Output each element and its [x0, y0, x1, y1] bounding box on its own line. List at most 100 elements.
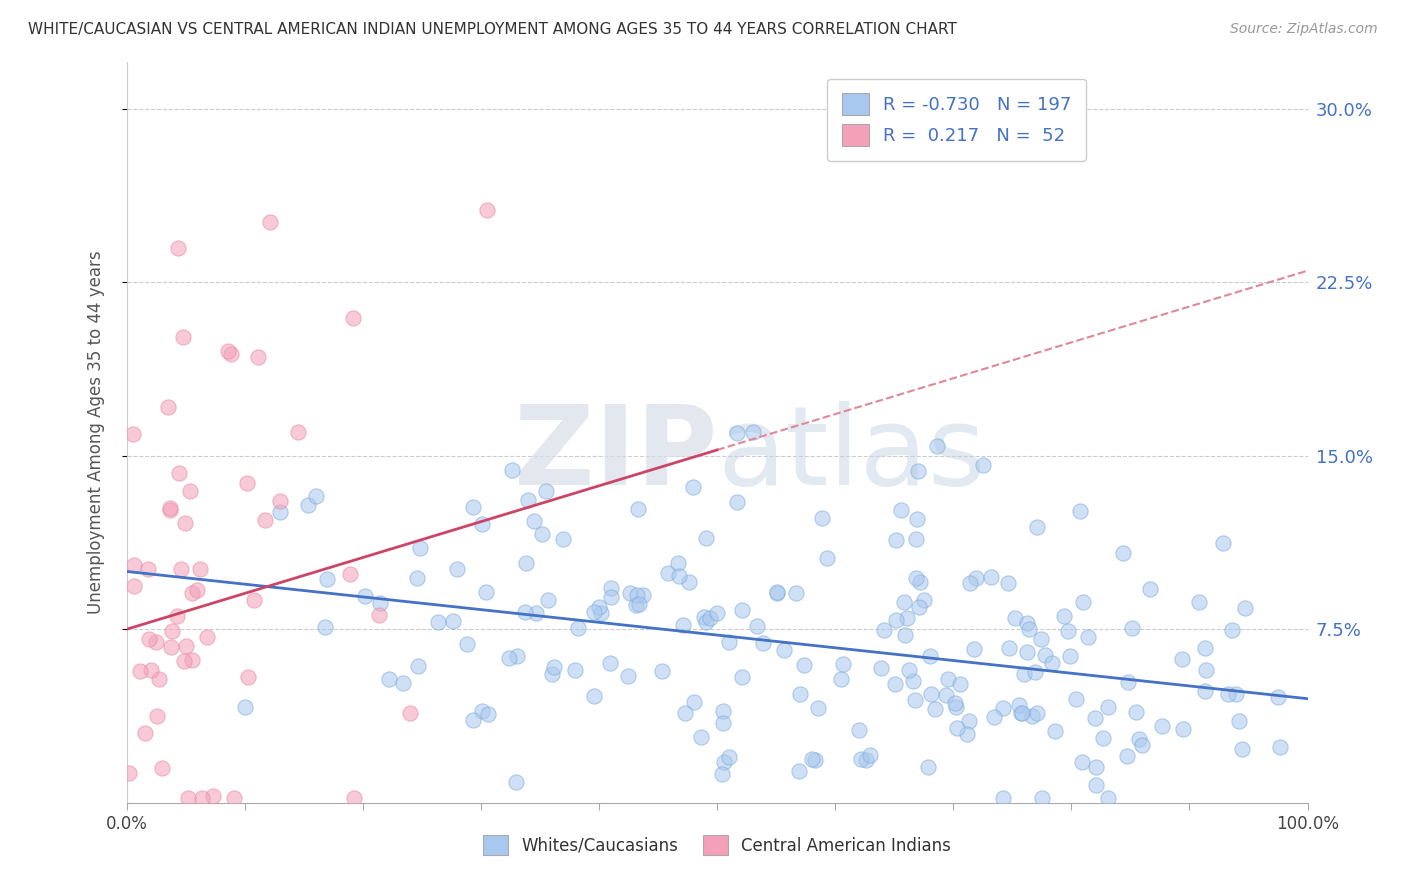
Point: [695, 531, 717, 545]
Point: [1084, 778, 1107, 792]
Point: [166, 609, 188, 624]
Point: [287, 425, 309, 440]
Point: [122, 427, 145, 442]
Point: [1004, 611, 1026, 625]
Point: [145, 634, 167, 648]
Point: [1125, 705, 1147, 719]
Point: [1066, 691, 1088, 706]
Point: [150, 761, 173, 775]
Point: [540, 667, 562, 681]
Point: [202, 789, 225, 804]
Point: [690, 730, 713, 744]
Point: [269, 505, 291, 519]
Point: [141, 664, 163, 678]
Point: [713, 704, 735, 718]
Point: [699, 611, 721, 625]
Point: [713, 716, 735, 731]
Legend: Whites/Caucasians, Central American Indians: Whites/Caucasians, Central American Indi…: [470, 822, 965, 869]
Point: [884, 676, 907, 690]
Point: [1070, 755, 1092, 769]
Point: [717, 635, 740, 649]
Point: [600, 590, 623, 604]
Point: [222, 791, 245, 805]
Point: [471, 517, 494, 532]
Point: [564, 663, 586, 677]
Point: [907, 464, 929, 478]
Point: [1085, 760, 1108, 774]
Point: [1033, 648, 1056, 663]
Point: [711, 767, 734, 781]
Point: [1018, 622, 1040, 636]
Point: [446, 562, 468, 576]
Point: [945, 721, 967, 735]
Point: [1029, 632, 1052, 647]
Point: [582, 689, 605, 703]
Point: [1115, 749, 1137, 764]
Point: [957, 714, 980, 728]
Point: [1233, 601, 1256, 615]
Point: [905, 532, 928, 546]
Point: [884, 613, 907, 627]
Point: [1077, 630, 1099, 644]
Point: [675, 706, 697, 720]
Point: [848, 723, 870, 737]
Point: [515, 557, 537, 571]
Point: [1015, 616, 1038, 631]
Point: [890, 502, 912, 516]
Point: [657, 566, 679, 580]
Point: [905, 571, 928, 585]
Point: [505, 775, 527, 789]
Point: [129, 664, 152, 678]
Point: [259, 215, 281, 229]
Point: [920, 687, 942, 701]
Point: [217, 343, 239, 358]
Point: [477, 706, 499, 721]
Point: [628, 597, 651, 611]
Point: [582, 605, 605, 619]
Point: [156, 400, 179, 414]
Point: [773, 643, 796, 657]
Point: [1267, 690, 1289, 704]
Text: Source: ZipAtlas.com: Source: ZipAtlas.com: [1230, 22, 1378, 37]
Point: [1194, 640, 1216, 655]
Point: [314, 620, 336, 634]
Point: [516, 492, 538, 507]
Point: [269, 494, 291, 508]
Point: [1121, 622, 1143, 636]
Point: [172, 330, 194, 344]
Point: [170, 562, 193, 576]
Point: [1011, 706, 1033, 720]
Point: [682, 695, 704, 709]
Point: [725, 425, 748, 440]
Point: [534, 484, 557, 499]
Text: ZIP: ZIP: [513, 401, 717, 508]
Text: WHITE/CAUCASIAN VS CENTRAL AMERICAN INDIAN UNEMPLOYMENT AMONG AGES 35 TO 44 YEAR: WHITE/CAUCASIAN VS CENTRAL AMERICAN INDI…: [28, 22, 957, 37]
Point: [830, 672, 852, 686]
Point: [793, 657, 815, 672]
Point: [524, 606, 547, 620]
Point: [235, 476, 257, 491]
Point: [870, 661, 893, 675]
Point: [1130, 739, 1153, 753]
Text: atlas: atlas: [717, 401, 986, 508]
Point: [1040, 657, 1063, 671]
Point: [858, 747, 880, 762]
Point: [1025, 520, 1047, 534]
Point: [945, 700, 967, 714]
Point: [408, 541, 430, 555]
Point: [695, 615, 717, 629]
Point: [619, 585, 641, 599]
Point: [173, 516, 195, 530]
Point: [159, 500, 181, 515]
Point: [118, 765, 141, 780]
Point: [901, 674, 924, 689]
Point: [173, 653, 195, 667]
Point: [1212, 536, 1234, 550]
Point: [188, 562, 211, 576]
Point: [461, 714, 484, 728]
Point: [146, 708, 169, 723]
Point: [236, 670, 259, 684]
Point: [894, 627, 917, 641]
Point: [181, 586, 204, 600]
Point: [599, 656, 621, 670]
